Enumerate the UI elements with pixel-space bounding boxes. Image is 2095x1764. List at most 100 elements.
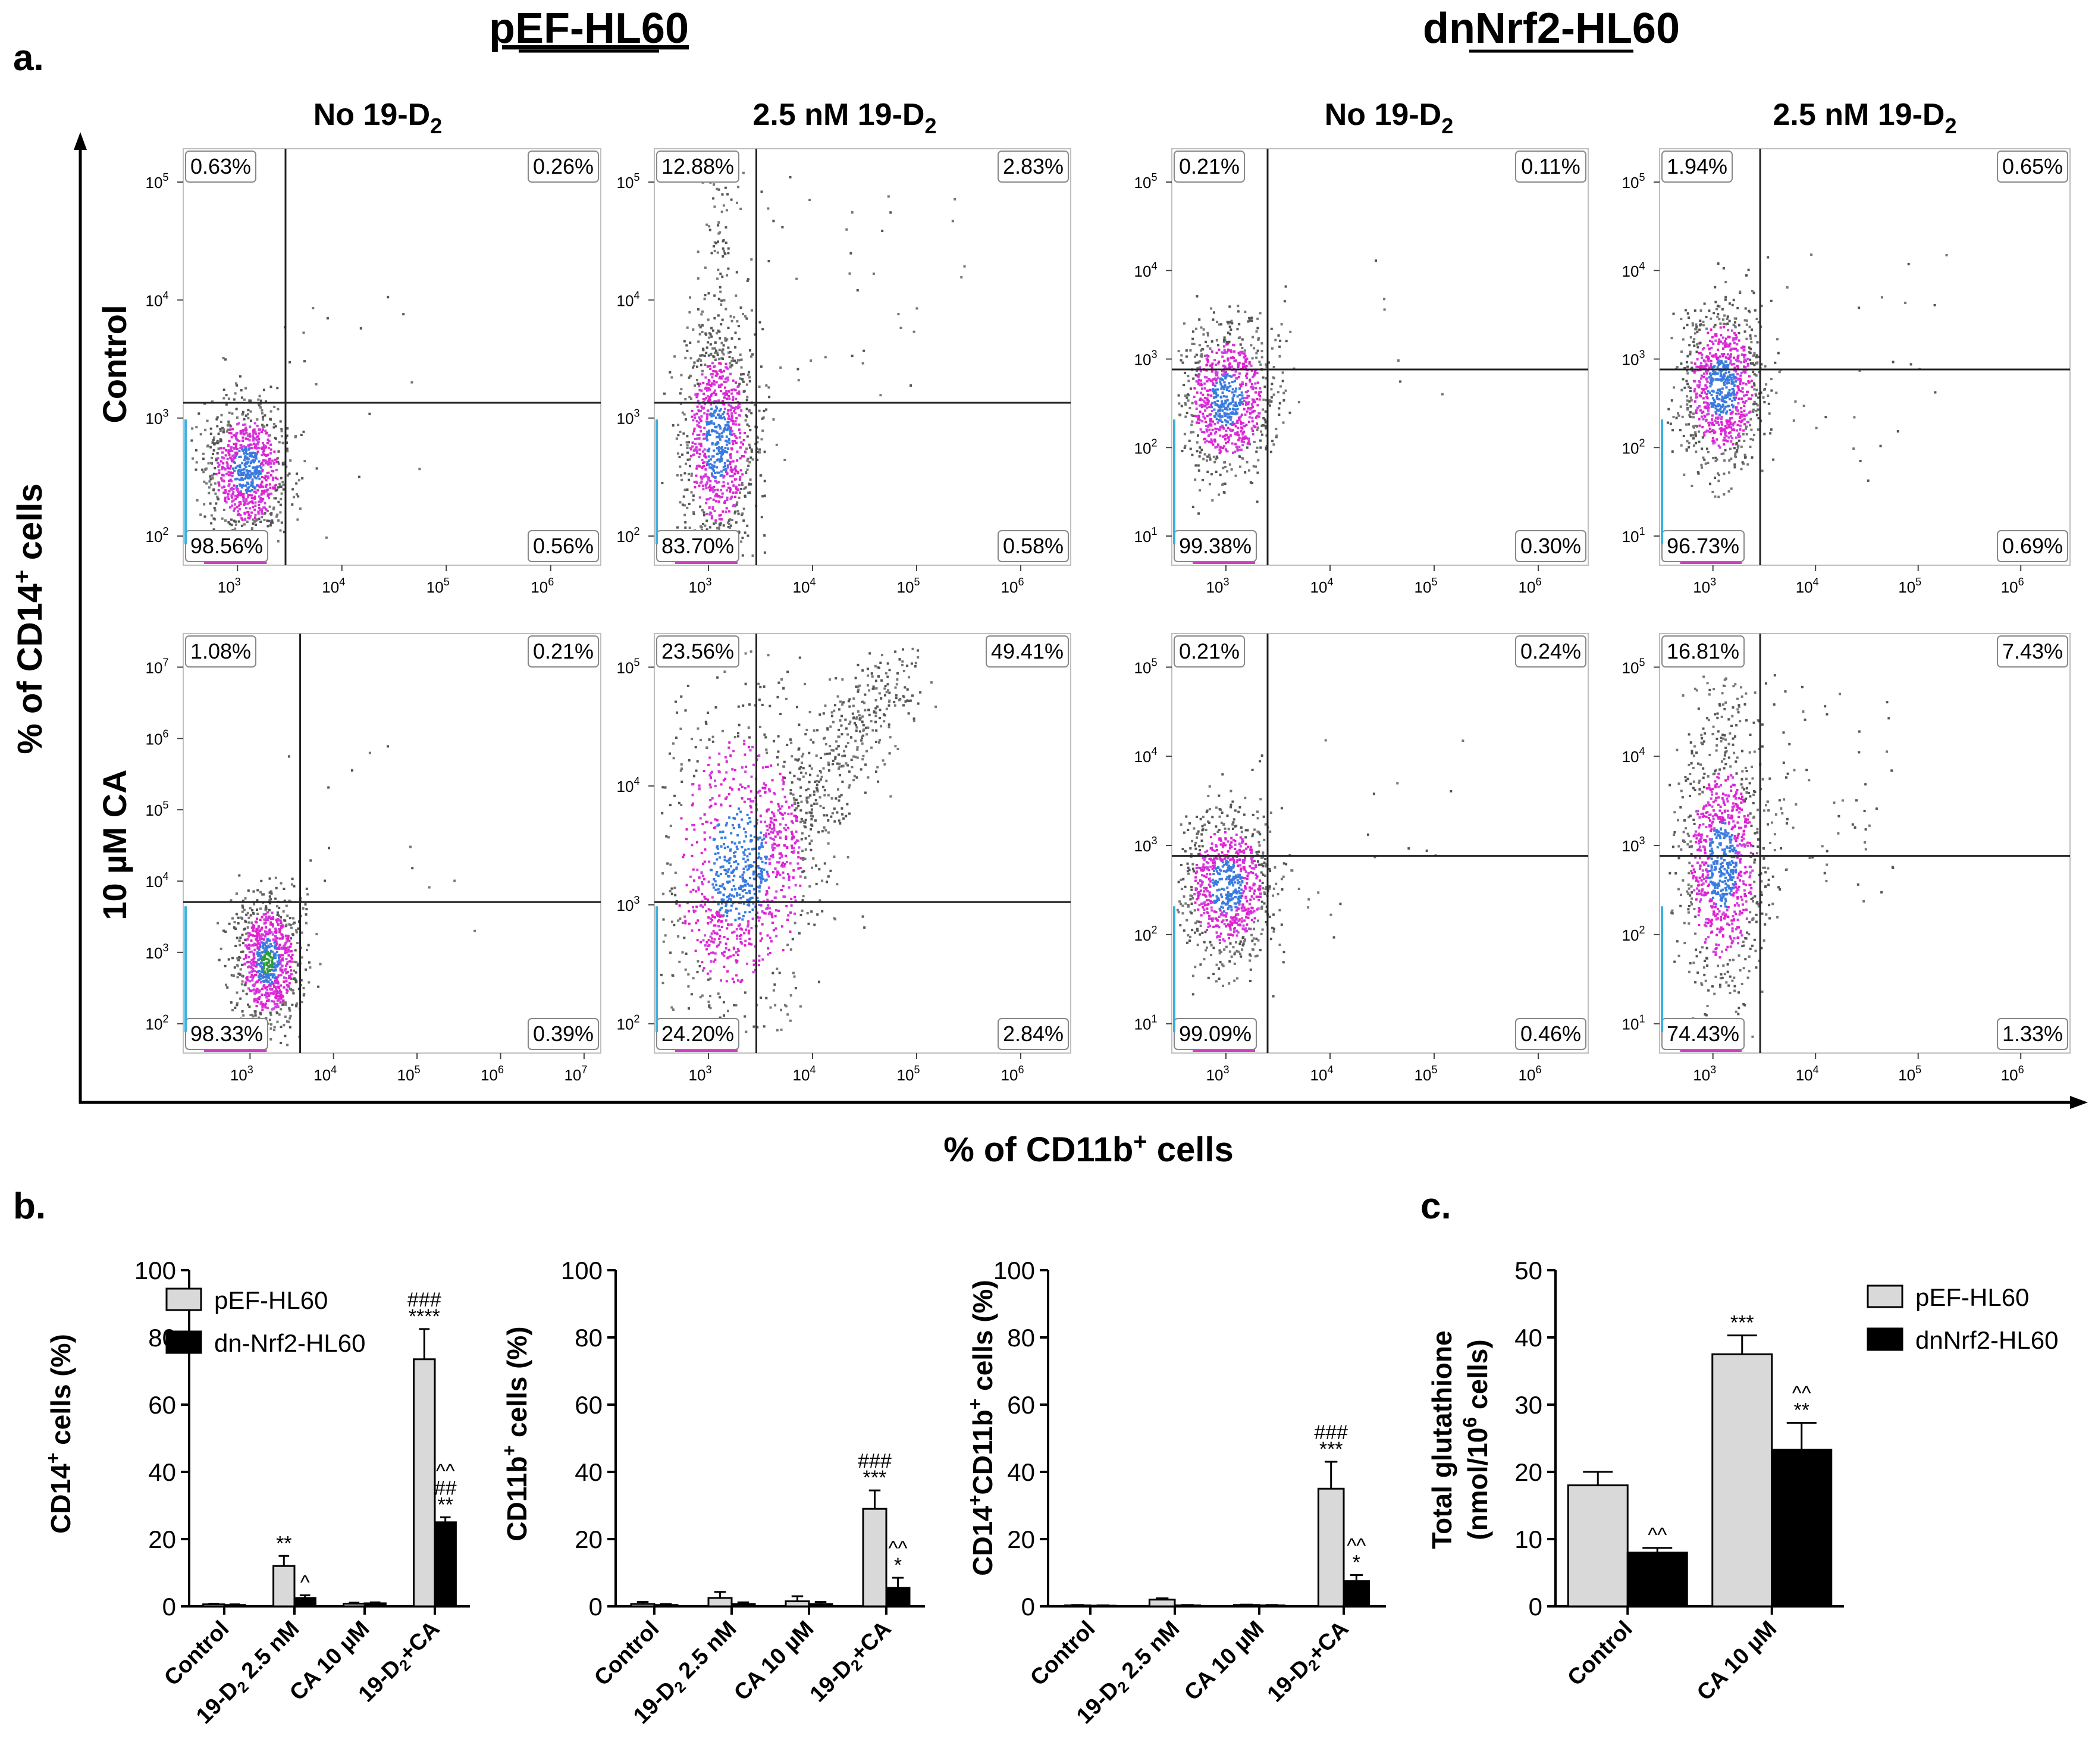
flow-dot [722, 344, 725, 347]
flow-dot [241, 904, 244, 907]
flow-dot [729, 490, 732, 493]
flow-dot [1700, 415, 1703, 418]
flow-dot [1724, 371, 1727, 374]
flow-dot [215, 502, 218, 505]
flow-dot [719, 368, 722, 371]
flow-dot [228, 432, 231, 434]
flow-dot [1190, 423, 1193, 426]
flow-dot [315, 933, 318, 936]
flow-dot [1223, 336, 1226, 339]
flow-dot [1202, 328, 1205, 331]
flow-dot [1689, 387, 1692, 389]
flow-dot [1701, 436, 1704, 439]
flow-dot [269, 1011, 272, 1014]
flow-dot [1729, 397, 1732, 400]
flow-dot [1755, 356, 1758, 359]
flow-dot [1237, 362, 1240, 365]
flow-dot [217, 488, 220, 491]
flow-dot [1226, 408, 1229, 411]
flow-dot [275, 997, 278, 1000]
flow-dot [719, 496, 722, 499]
flow-dot [239, 466, 242, 469]
flow-dot [1214, 446, 1217, 449]
flow-dot [269, 448, 272, 451]
flow-dot [720, 459, 723, 462]
flow-dot [284, 950, 287, 952]
flow-dot [1252, 465, 1255, 468]
flow-dot [242, 498, 245, 501]
flow-dot [723, 380, 726, 383]
flow-dot [278, 441, 281, 444]
flow-dot [751, 554, 754, 557]
flow-dot [744, 753, 747, 756]
flow-dot [722, 510, 725, 513]
flow-dot [1250, 317, 1253, 319]
flow-dot [1229, 422, 1232, 425]
flow-dot [278, 937, 281, 940]
flow-dot [275, 460, 278, 463]
flow-dot [1184, 371, 1187, 374]
flow-dot [707, 486, 710, 489]
flow-dot [256, 942, 259, 945]
flow-dot [289, 923, 292, 926]
flow-dot [276, 1000, 279, 1002]
flow-dot [888, 691, 891, 694]
flow-dot [1233, 374, 1236, 377]
flow-dot [739, 208, 742, 211]
flow-dot [748, 443, 751, 446]
flow-dot [230, 899, 233, 902]
flow-dot [756, 441, 759, 444]
flow-dot [1183, 322, 1186, 325]
flow-dot [254, 1013, 257, 1016]
flow-dot [262, 418, 265, 421]
flow-dot [1252, 433, 1255, 435]
flow-dot [1711, 429, 1714, 432]
flow-dot [265, 916, 268, 919]
flow-dot [701, 373, 704, 376]
flow-dot [263, 970, 266, 973]
flow-dot [713, 383, 716, 386]
flow-dot [705, 386, 708, 389]
flow-dot [680, 388, 683, 391]
flow-dot [723, 500, 726, 503]
flow-dot [275, 468, 278, 471]
flow-dot [229, 428, 231, 431]
flow-dot [1723, 340, 1726, 343]
flow-dot [1712, 405, 1715, 408]
flow-dot [264, 1017, 267, 1020]
flow-dot [296, 518, 299, 521]
flow-dot [214, 509, 217, 512]
flow-dot [252, 944, 255, 947]
flow-dot [1244, 471, 1247, 474]
flow-dot [706, 433, 709, 435]
flow-dot [300, 979, 303, 982]
flow-dot [1730, 435, 1733, 438]
flow-dot [1234, 401, 1237, 404]
flow-plot-4: 1.94% 0.65%96.73% 0.69%103 104 105 1061011021… [1622, 148, 2071, 596]
flow-dot [1724, 439, 1727, 442]
flow-dot [276, 911, 279, 914]
flow-dot [706, 365, 709, 368]
flow-dot [732, 468, 735, 471]
flow-dot [726, 466, 729, 469]
flow-dot [726, 482, 729, 485]
flow-dot [749, 650, 752, 653]
flow-plot-frame [1171, 148, 1589, 566]
flow-dot [1215, 379, 1218, 382]
flow-dot [1728, 381, 1730, 384]
flow-dot [748, 371, 751, 374]
flow-dot [1259, 312, 1262, 315]
flow-dot [228, 506, 231, 509]
flow-dot [1208, 424, 1210, 427]
flow-dot [1767, 394, 1770, 397]
flow-dot [1225, 434, 1228, 437]
flow-dot [251, 481, 254, 484]
flow-dot [1216, 428, 1219, 430]
flow-dot [871, 729, 874, 732]
flow-dot [725, 242, 727, 244]
flow-dot [1215, 413, 1218, 416]
flow-dot [247, 469, 250, 472]
flow-dot [1222, 405, 1225, 408]
flow-dot [275, 931, 277, 934]
flow-dot [730, 337, 733, 340]
